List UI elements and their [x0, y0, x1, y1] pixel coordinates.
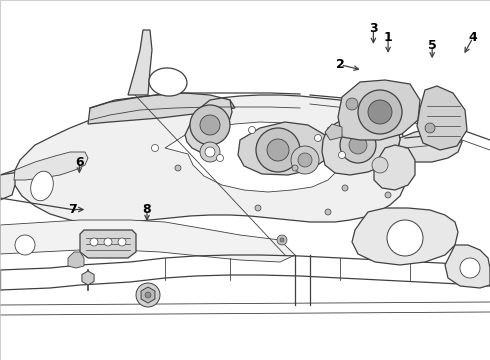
- Text: 2: 2: [336, 58, 345, 71]
- Circle shape: [372, 157, 388, 173]
- Polygon shape: [0, 220, 295, 262]
- Circle shape: [292, 165, 298, 171]
- Polygon shape: [338, 80, 420, 140]
- Circle shape: [425, 123, 435, 133]
- Circle shape: [104, 238, 112, 246]
- Polygon shape: [417, 86, 467, 150]
- Circle shape: [217, 154, 223, 162]
- Circle shape: [358, 90, 402, 134]
- Circle shape: [190, 105, 230, 145]
- Polygon shape: [374, 145, 415, 190]
- Text: 4: 4: [468, 31, 477, 44]
- Polygon shape: [352, 208, 458, 265]
- Circle shape: [349, 136, 367, 154]
- Circle shape: [280, 238, 284, 242]
- Circle shape: [15, 235, 35, 255]
- Circle shape: [385, 192, 391, 198]
- Circle shape: [325, 209, 331, 215]
- Circle shape: [267, 139, 289, 161]
- Circle shape: [175, 165, 181, 171]
- Ellipse shape: [31, 171, 53, 201]
- Circle shape: [200, 142, 220, 162]
- Circle shape: [248, 126, 255, 134]
- Polygon shape: [0, 170, 15, 200]
- Circle shape: [200, 115, 220, 135]
- Text: 7: 7: [68, 203, 77, 216]
- Circle shape: [315, 135, 321, 141]
- Circle shape: [277, 235, 287, 245]
- Polygon shape: [14, 152, 88, 180]
- Circle shape: [205, 147, 215, 157]
- Ellipse shape: [149, 68, 187, 96]
- Text: 5: 5: [428, 39, 437, 51]
- Text: 8: 8: [143, 203, 151, 216]
- Circle shape: [340, 127, 376, 163]
- Circle shape: [151, 144, 158, 152]
- Polygon shape: [238, 122, 330, 175]
- Polygon shape: [398, 128, 462, 162]
- Polygon shape: [68, 252, 84, 268]
- Circle shape: [118, 238, 126, 246]
- Circle shape: [298, 153, 312, 167]
- Polygon shape: [128, 30, 152, 95]
- Circle shape: [387, 220, 423, 256]
- Text: 6: 6: [75, 156, 84, 169]
- Polygon shape: [325, 124, 342, 140]
- Circle shape: [255, 205, 261, 211]
- Circle shape: [136, 283, 160, 307]
- Circle shape: [90, 238, 98, 246]
- Circle shape: [145, 292, 151, 298]
- Polygon shape: [12, 95, 408, 224]
- Polygon shape: [88, 93, 235, 124]
- Text: 1: 1: [384, 31, 392, 44]
- Polygon shape: [185, 98, 232, 152]
- Polygon shape: [82, 271, 94, 285]
- Circle shape: [342, 185, 348, 191]
- Circle shape: [368, 100, 392, 124]
- Circle shape: [256, 128, 300, 172]
- Polygon shape: [165, 122, 342, 192]
- Polygon shape: [80, 230, 136, 258]
- Circle shape: [291, 146, 319, 174]
- Polygon shape: [322, 110, 400, 175]
- Circle shape: [339, 152, 345, 158]
- Circle shape: [460, 258, 480, 278]
- Text: 3: 3: [369, 22, 378, 35]
- Polygon shape: [141, 287, 155, 303]
- Polygon shape: [445, 245, 490, 288]
- Circle shape: [346, 98, 358, 110]
